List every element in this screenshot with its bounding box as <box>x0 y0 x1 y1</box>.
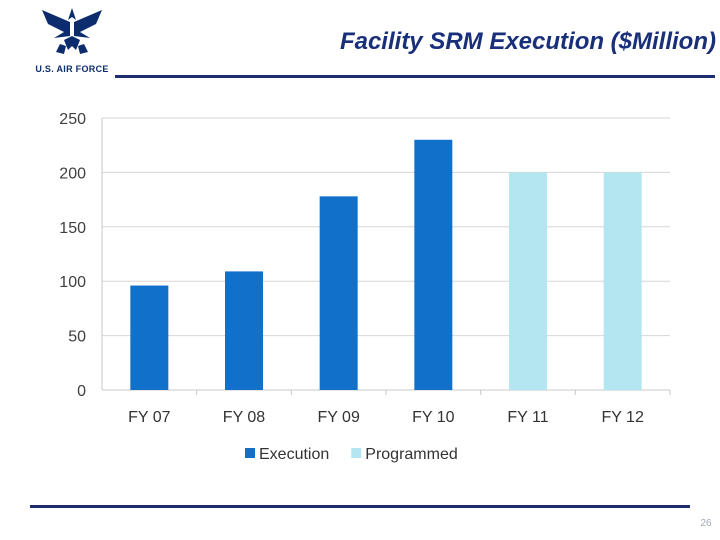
bar-fy-07 <box>130 285 169 390</box>
y-tick-label: 150 <box>59 220 86 237</box>
x-tick-label: FY 10 <box>412 409 455 426</box>
logo-text: U.S. AIR FORCE <box>35 64 109 74</box>
y-tick-label: 0 <box>77 383 86 400</box>
bar-fy-12 <box>603 172 642 390</box>
legend-label: Programmed <box>365 446 457 463</box>
y-tick-label: 250 <box>59 111 86 128</box>
x-tick-label: FY 08 <box>223 409 266 426</box>
header-rule <box>115 75 715 78</box>
usaf-logo: U.S. AIR FORCE <box>28 6 116 76</box>
page-number: 26 <box>700 518 712 529</box>
footer-rule <box>30 505 690 508</box>
y-tick-label: 100 <box>59 274 86 291</box>
y-tick-label: 50 <box>68 329 86 346</box>
x-tick-label: FY 07 <box>128 409 171 426</box>
bar-fy-08 <box>225 271 263 390</box>
x-tick-label: FY 11 <box>507 409 548 426</box>
bar-fy-09 <box>319 196 358 390</box>
bar-fy-11 <box>509 172 547 390</box>
legend-swatch <box>351 448 362 458</box>
bar-fy-10 <box>414 139 453 390</box>
x-tick-label: FY 12 <box>601 409 644 426</box>
y-tick-label: 200 <box>59 165 86 182</box>
legend-swatch <box>245 448 255 458</box>
legend-label: Execution <box>259 446 329 463</box>
x-tick-label: FY 09 <box>317 409 360 426</box>
page-title: Facility SRM Execution ($Million) <box>339 28 716 55</box>
air-force-wings-icon <box>42 8 102 54</box>
